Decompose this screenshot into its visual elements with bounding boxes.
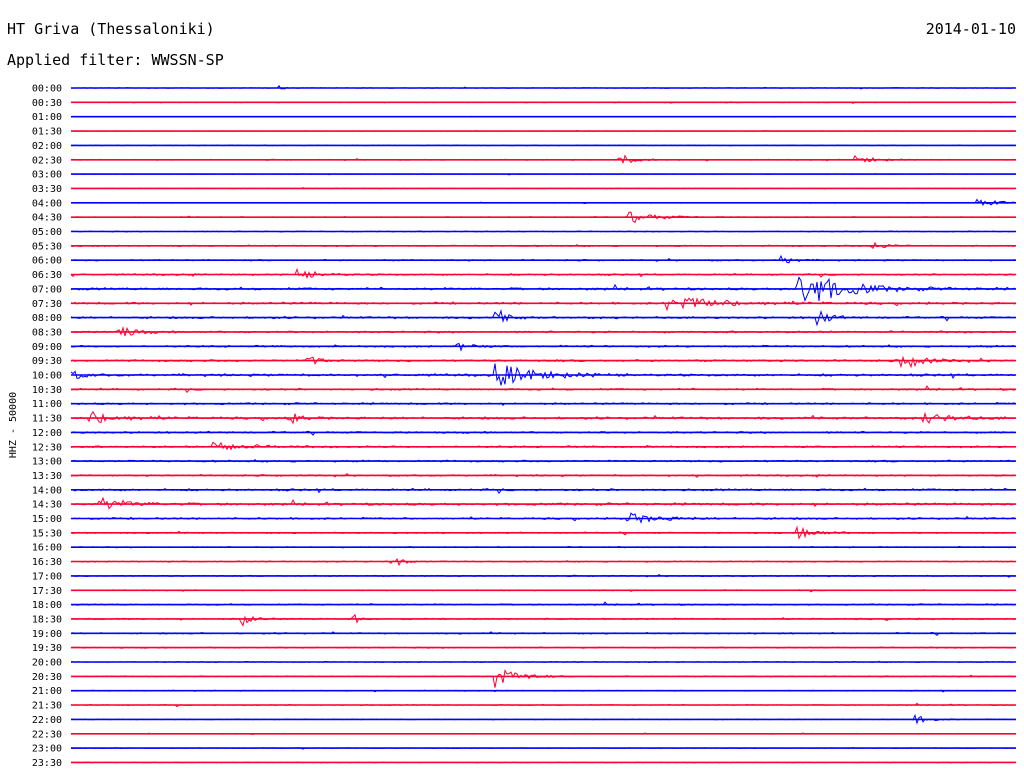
tick-label: 15:30 bbox=[32, 528, 62, 539]
tick-label: 13:00 bbox=[32, 457, 62, 468]
tick-label: 07:00 bbox=[32, 284, 62, 295]
tick-label: 12:00 bbox=[32, 428, 62, 439]
tick-label: 06:00 bbox=[32, 256, 62, 267]
tick-label: 02:00 bbox=[32, 141, 62, 152]
tick-label: 14:00 bbox=[32, 485, 62, 496]
tick-label: 16:30 bbox=[32, 557, 62, 568]
tick-label: 15:00 bbox=[32, 514, 62, 525]
tick-label: 00:30 bbox=[32, 98, 62, 109]
channel-label: HHZ - 50000 bbox=[8, 392, 19, 458]
tick-label: 00:00 bbox=[32, 84, 62, 95]
tick-label: 02:30 bbox=[32, 155, 62, 166]
applied-filter: Applied filter: WWSSN-SP bbox=[7, 51, 224, 69]
tick-label: 17:30 bbox=[32, 586, 62, 597]
tick-label: 11:30 bbox=[32, 414, 62, 425]
tick-label: 08:00 bbox=[32, 313, 62, 324]
tick-label: 17:00 bbox=[32, 571, 62, 582]
trace-line bbox=[70, 669, 1016, 688]
tick-label: 19:00 bbox=[32, 629, 62, 640]
tick-label: 09:30 bbox=[32, 356, 62, 367]
trace-line bbox=[70, 355, 1016, 369]
trace-line bbox=[70, 613, 1016, 627]
station-title: HT Griva (Thessaloniki) bbox=[7, 20, 215, 38]
tick-label: 16:00 bbox=[32, 543, 62, 554]
tick-label: 04:00 bbox=[32, 198, 62, 209]
tick-label: 21:00 bbox=[32, 686, 62, 697]
tick-label: 20:00 bbox=[32, 658, 62, 669]
tick-label: 21:30 bbox=[32, 701, 62, 712]
tick-label: 22:30 bbox=[32, 729, 62, 740]
tick-label: 10:30 bbox=[32, 385, 62, 396]
tick-label: 01:00 bbox=[32, 112, 62, 123]
tick-label: 01:30 bbox=[32, 127, 62, 138]
tick-label: 11:00 bbox=[32, 399, 62, 410]
trace-line bbox=[70, 496, 1016, 510]
tick-label: 13:30 bbox=[32, 471, 62, 482]
tick-label: 07:30 bbox=[32, 299, 62, 310]
tick-label: 14:30 bbox=[32, 500, 62, 511]
time-tick-labels: 00:00 00:30 01:00 01:30 02:00 02:30 03:00 03:30… bbox=[32, 84, 62, 769]
record-date: 2014-01-10 bbox=[926, 20, 1016, 38]
tick-label: 09:00 bbox=[32, 342, 62, 353]
tick-label: 19:30 bbox=[32, 643, 62, 654]
tick-label: 05:00 bbox=[32, 227, 62, 238]
seismic-traces bbox=[70, 84, 1016, 764]
tick-label: 10:00 bbox=[32, 371, 62, 382]
tick-label: 08:30 bbox=[32, 327, 62, 338]
tick-label: 05:30 bbox=[32, 241, 62, 252]
tick-label: 03:30 bbox=[32, 184, 62, 195]
tick-label: 22:00 bbox=[32, 715, 62, 726]
tick-label: 04:30 bbox=[32, 213, 62, 224]
tick-label: 20:30 bbox=[32, 672, 62, 683]
tick-label: 18:30 bbox=[32, 614, 62, 625]
tick-label: 18:00 bbox=[32, 600, 62, 611]
tick-label: 06:30 bbox=[32, 270, 62, 281]
tick-label: 12:30 bbox=[32, 442, 62, 453]
tick-label: 23:00 bbox=[32, 744, 62, 755]
tick-label: 03:00 bbox=[32, 170, 62, 181]
trace-line bbox=[70, 441, 1016, 451]
tick-label: 23:30 bbox=[32, 758, 62, 769]
trace-line bbox=[70, 267, 1016, 280]
